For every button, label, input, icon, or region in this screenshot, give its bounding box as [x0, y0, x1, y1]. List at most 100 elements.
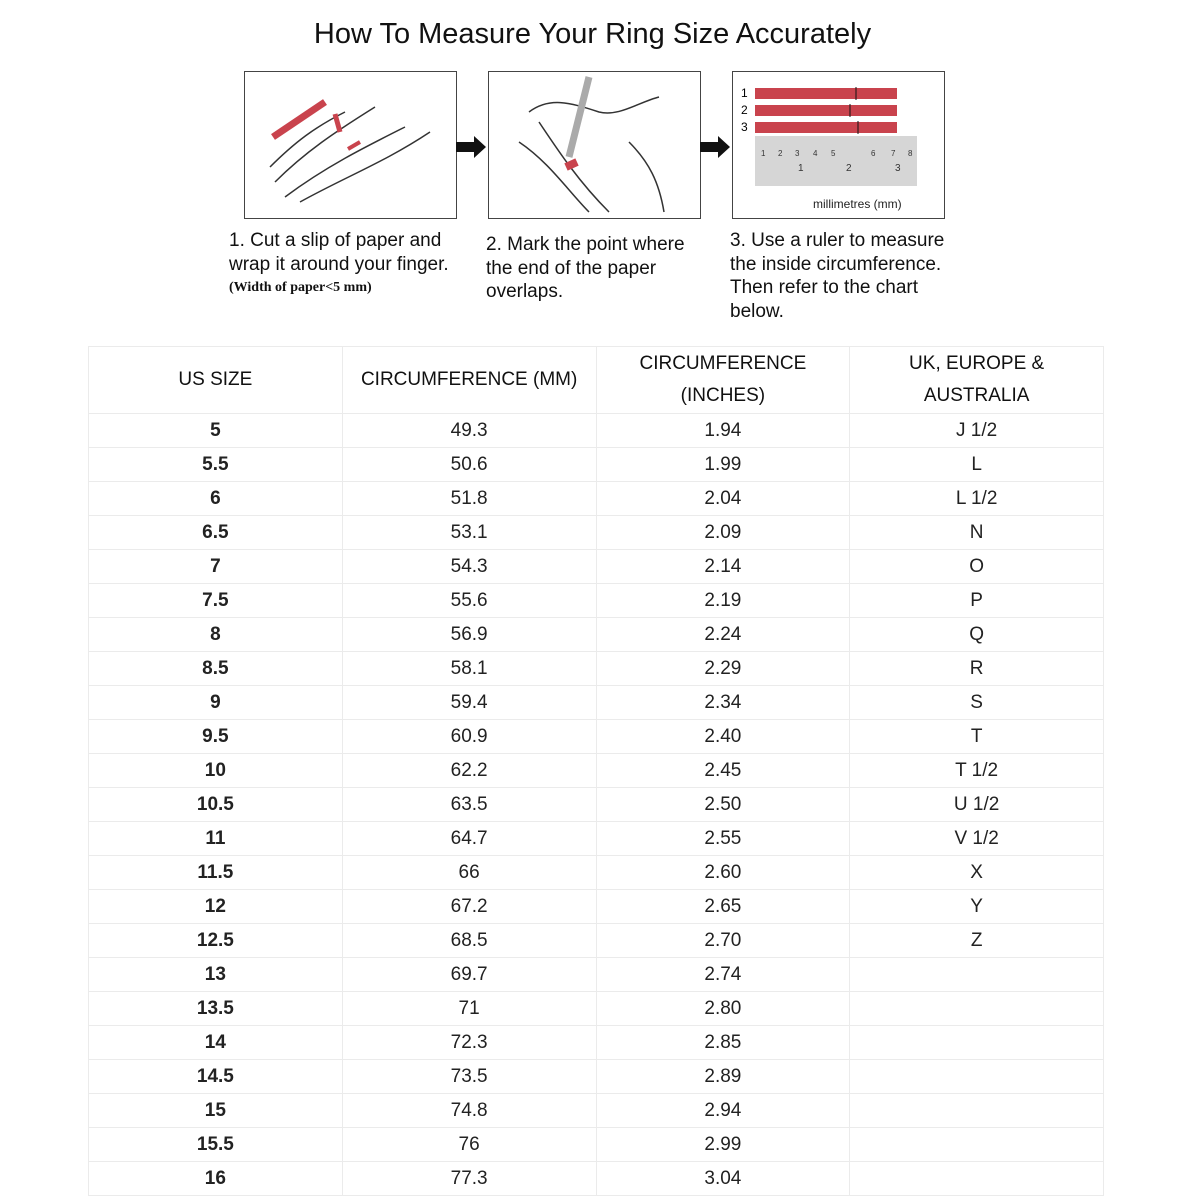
- circumference-mm-cell: 71: [341, 991, 597, 1026]
- step-2-caption: 2. Mark the point where the end of the p…: [486, 234, 685, 302]
- circumference-mm-cell: 62.2: [341, 753, 597, 788]
- circumference-inches-cell: 2.04: [595, 481, 851, 516]
- circumference-mm-cell: 74.8: [341, 1093, 597, 1128]
- circumference-mm-cell: 50.6: [341, 447, 597, 482]
- table-row: 12 67.2 2.65 Y: [88, 889, 1104, 924]
- strip-label: 2: [741, 103, 748, 117]
- svg-text:7: 7: [891, 149, 896, 158]
- table-row: 14 72.3 2.85: [88, 1025, 1104, 1060]
- table-row: 6.5 53.1 2.09 N: [88, 515, 1104, 550]
- us-size-cell: 10: [88, 753, 343, 788]
- arrow-right-icon: [456, 136, 486, 158]
- unit-label: millimetres (mm): [813, 197, 902, 211]
- circumference-inches-cell: 3.04: [595, 1161, 851, 1196]
- uk-size-cell: [849, 991, 1104, 1026]
- table-row: 13.5 71 2.80: [88, 991, 1104, 1026]
- step-1-note: (Width of paper<5 mm): [229, 280, 372, 295]
- circumference-inches-cell: 2.85: [595, 1025, 851, 1060]
- circumference-mm-cell: 49.3: [341, 413, 597, 448]
- table-row: 5.5 50.6 1.99 L: [88, 447, 1104, 482]
- uk-size-cell: X: [849, 855, 1104, 890]
- circumference-mm-cell: 54.3: [341, 549, 597, 584]
- table-row: 16 77.3 3.04: [88, 1161, 1104, 1196]
- circumference-mm-cell: 53.1: [341, 515, 597, 550]
- circumference-mm-cell: 76: [341, 1127, 597, 1162]
- uk-size-cell: Y: [849, 889, 1104, 924]
- us-size-cell: 5.5: [88, 447, 343, 482]
- us-size-cell: 5: [88, 413, 343, 448]
- page-title: How To Measure Your Ring Size Accurately: [313, 18, 872, 50]
- arrow-right-icon: [700, 136, 730, 158]
- table-row: 5 49.3 1.94 J 1/2: [88, 413, 1104, 448]
- circumference-mm-cell: 67.2: [341, 889, 597, 924]
- table-row: 10.5 63.5 2.50 U 1/2: [88, 787, 1104, 822]
- uk-size-cell: [849, 1025, 1104, 1060]
- table-row: 12.5 68.5 2.70 Z: [88, 923, 1104, 958]
- circumference-inches-cell: 2.55: [595, 821, 851, 856]
- strip-label: 1: [741, 86, 748, 100]
- table-row: 11 64.7 2.55 V 1/2: [88, 821, 1104, 856]
- us-size-cell: 9.5: [88, 719, 343, 754]
- uk-size-cell: S: [849, 685, 1104, 720]
- us-size-cell: 11.5: [88, 855, 343, 890]
- svg-text:1: 1: [761, 149, 766, 158]
- us-size-cell: 12.5: [88, 923, 343, 958]
- table-row: 7 54.3 2.14 O: [88, 549, 1104, 584]
- step-2-illustration: [488, 71, 701, 219]
- circumference-mm-cell: 68.5: [341, 923, 597, 958]
- circumference-mm-cell: 69.7: [341, 957, 597, 992]
- us-size-cell: 10.5: [88, 787, 343, 822]
- us-size-cell: 13.5: [88, 991, 343, 1026]
- step-1-illustration: [244, 71, 457, 219]
- us-size-cell: 6.5: [88, 515, 343, 550]
- circumference-inches-cell: 2.14: [595, 549, 851, 584]
- us-size-cell: 15: [88, 1093, 343, 1128]
- step-3-caption: 3. Use a ruler to measure the inside cir…: [730, 230, 945, 322]
- step-1-text: 1. Cut a slip of paper and wrap it aroun…: [229, 230, 449, 275]
- table-row: 11.5 66 2.60 X: [88, 855, 1104, 890]
- us-size-cell: 14.5: [88, 1059, 343, 1094]
- svg-text:3: 3: [895, 163, 901, 174]
- us-size-cell: 6: [88, 481, 343, 516]
- circumference-inches-cell: 2.50: [595, 787, 851, 822]
- uk-size-cell: P: [849, 583, 1104, 618]
- circumference-mm-cell: 73.5: [341, 1059, 597, 1094]
- us-size-cell: 15.5: [88, 1127, 343, 1162]
- circumference-inches-cell: 2.29: [595, 651, 851, 686]
- uk-size-cell: T: [849, 719, 1104, 754]
- us-size-cell: 11: [88, 821, 343, 856]
- circumference-mm-cell: 72.3: [341, 1025, 597, 1060]
- svg-text:8: 8: [908, 149, 913, 158]
- uk-size-cell: [849, 1161, 1104, 1196]
- table-row: 15.5 76 2.99: [88, 1127, 1104, 1162]
- circumference-inches-cell: 2.80: [595, 991, 851, 1026]
- us-size-cell: 7.5: [88, 583, 343, 618]
- uk-size-cell: V 1/2: [849, 821, 1104, 856]
- strip-label: 3: [741, 120, 748, 134]
- us-size-cell: 16: [88, 1161, 343, 1196]
- table-row: 9.5 60.9 2.40 T: [88, 719, 1104, 754]
- svg-text:2: 2: [846, 163, 852, 174]
- table-row: 7.5 55.6 2.19 P: [88, 583, 1104, 618]
- table-row: 10 62.2 2.45 T 1/2: [88, 753, 1104, 788]
- uk-size-cell: R: [849, 651, 1104, 686]
- circumference-inches-cell: 1.94: [595, 413, 851, 448]
- circumference-inches-cell: 2.09: [595, 515, 851, 550]
- table-header-row: US SIZE CIRCUMFERENCE (MM) CIRCUMFERENCE…: [88, 346, 1104, 414]
- svg-text:5: 5: [831, 149, 836, 158]
- step-3-illustration: 1 2 3 1 2 3 4 5 6 7 8 1 2 3 millimetres (mm): [732, 71, 945, 219]
- table-row: 8 56.9 2.24 Q: [88, 617, 1104, 652]
- uk-size-cell: N: [849, 515, 1104, 550]
- ring-size-table: US SIZE CIRCUMFERENCE (MM) CIRCUMFERENCE…: [88, 346, 1104, 1196]
- uk-size-cell: U 1/2: [849, 787, 1104, 822]
- table-row: 6 51.8 2.04 L 1/2: [88, 481, 1104, 516]
- hand-mark-icon: [518, 76, 665, 213]
- table-row: 13 69.7 2.74: [88, 957, 1104, 992]
- circumference-mm-cell: 58.1: [341, 651, 597, 686]
- circumference-inches-cell: 2.70: [595, 923, 851, 958]
- circumference-inches-cell: 2.24: [595, 617, 851, 652]
- header-us-size: US SIZE: [88, 346, 343, 414]
- circumference-inches-cell: 2.34: [595, 685, 851, 720]
- circumference-mm-cell: 66: [341, 855, 597, 890]
- uk-size-cell: [849, 1127, 1104, 1162]
